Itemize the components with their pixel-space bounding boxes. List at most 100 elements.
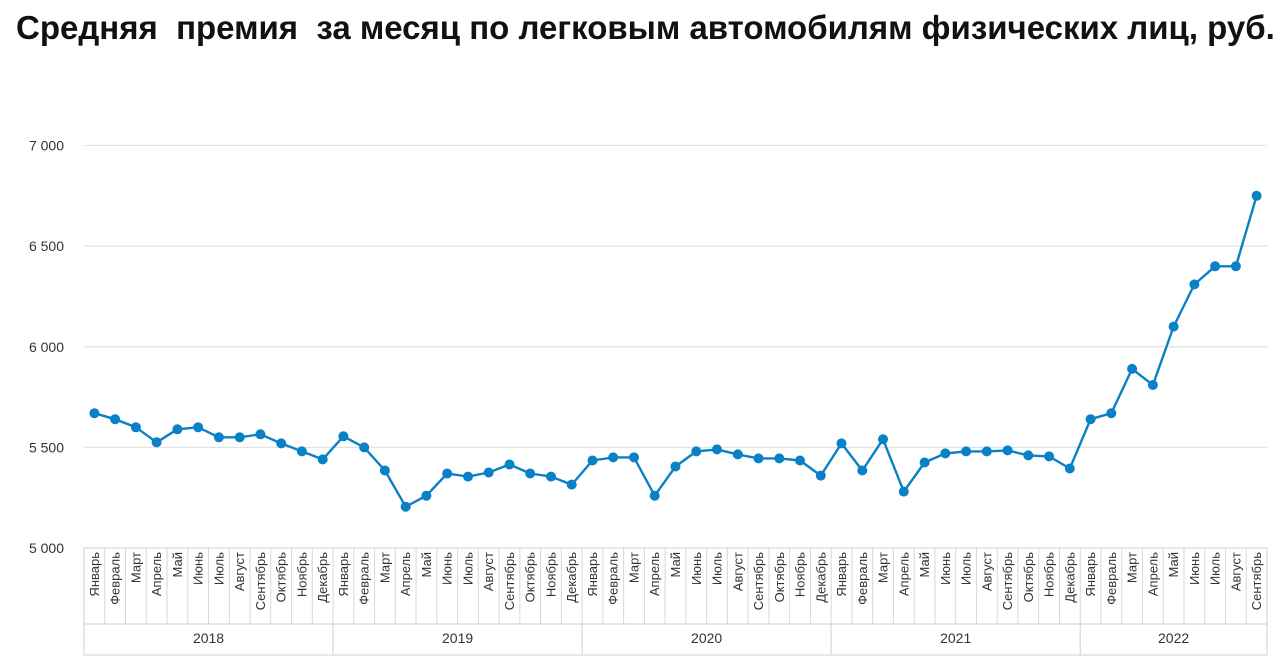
data-point-marker[interactable] [151, 437, 162, 448]
data-point-marker[interactable] [836, 438, 847, 449]
y-tick-label: 6 500 [29, 238, 64, 254]
data-point-marker[interactable] [338, 431, 349, 442]
data-point-marker[interactable] [525, 468, 536, 479]
data-point-marker[interactable] [898, 486, 909, 497]
data-point-marker[interactable] [172, 424, 183, 435]
x-month-label: Октябрь [1021, 552, 1036, 603]
data-point-marker[interactable] [961, 446, 972, 457]
data-point-marker[interactable] [421, 490, 432, 501]
data-point-marker[interactable] [857, 465, 868, 476]
x-month-label: Июль [460, 552, 475, 585]
x-month-label: Июль [959, 552, 974, 585]
y-tick-label: 6 000 [29, 339, 64, 355]
data-point-marker[interactable] [940, 448, 951, 459]
x-month-label: Май [668, 552, 683, 577]
data-point-marker[interactable] [1064, 463, 1075, 474]
x-month-label: Июль [211, 552, 226, 585]
data-point-marker[interactable] [400, 501, 411, 512]
x-month-label: Май [419, 552, 434, 577]
gridlines [84, 144, 1267, 448]
data-point-marker[interactable] [1251, 190, 1262, 201]
data-point-marker[interactable] [919, 457, 930, 468]
data-point-marker[interactable] [629, 452, 639, 463]
x-month-label: Ноябрь [294, 552, 309, 597]
data-point-marker[interactable] [774, 453, 785, 464]
data-point-marker[interactable] [753, 453, 764, 464]
data-point-marker[interactable] [878, 434, 888, 445]
data-point-marker[interactable] [1127, 363, 1138, 374]
data-point-marker[interactable] [296, 446, 307, 457]
data-point-marker[interactable] [110, 414, 121, 425]
data-point-marker[interactable] [234, 432, 245, 443]
x-month-label: Август [979, 552, 994, 591]
x-year-label: 2018 [193, 630, 224, 646]
data-point-marker[interactable] [1210, 261, 1221, 272]
data-point-marker[interactable] [712, 444, 722, 455]
data-point-marker[interactable] [981, 446, 992, 457]
data-point-marker[interactable] [504, 459, 515, 470]
data-point-marker[interactable] [546, 471, 556, 482]
data-point-marker[interactable] [587, 455, 598, 466]
data-point-marker[interactable] [359, 442, 370, 453]
data-point-marker[interactable] [670, 461, 681, 472]
y-tick-label: 7 000 [29, 138, 64, 154]
x-month-label: Февраль [855, 552, 870, 605]
data-point-marker[interactable] [1085, 414, 1096, 425]
x-year-label: 2021 [940, 630, 971, 646]
data-point-marker[interactable] [442, 468, 453, 479]
x-month-label: Январь [834, 552, 849, 597]
data-point-marker[interactable] [795, 455, 805, 466]
data-point-marker[interactable] [213, 432, 224, 443]
axis-table-border [83, 547, 1268, 656]
data-point-marker[interactable] [1023, 450, 1034, 461]
x-month-label: Июнь [191, 552, 206, 585]
x-year-label: 2022 [1158, 630, 1189, 646]
data-point-marker[interactable] [732, 449, 743, 460]
x-month-label: Январь [585, 552, 600, 597]
data-point-marker[interactable] [608, 452, 619, 463]
x-month-label: Март [128, 552, 143, 583]
data-point-marker[interactable] [89, 408, 100, 419]
x-month-label: Май [170, 552, 185, 577]
x-month-label: Июль [710, 552, 725, 585]
data-point-marker[interactable] [1189, 279, 1200, 290]
x-month-label: Апрель [1145, 552, 1160, 596]
x-month-label: Январь [87, 552, 102, 597]
x-month-label: Март [1125, 552, 1140, 583]
data-point-marker[interactable] [649, 490, 660, 501]
data-point-marker[interactable] [815, 470, 826, 481]
chart-title: Средняя премия за месяц по легковым авто… [16, 9, 1275, 46]
x-month-label: Ноябрь [1042, 552, 1057, 597]
x-month-label: Март [626, 552, 641, 583]
data-point-marker[interactable] [317, 454, 328, 465]
data-point-marker[interactable] [1230, 261, 1241, 272]
x-month-label: Октябрь [523, 552, 538, 603]
x-month-label: Июнь [689, 552, 704, 585]
data-point-marker[interactable] [1147, 380, 1158, 390]
data-point-marker[interactable] [1044, 451, 1055, 462]
x-year-label: 2019 [442, 630, 473, 646]
x-month-label: Март [876, 552, 891, 583]
data-point-marker[interactable] [566, 479, 577, 490]
data-point-marker[interactable] [276, 438, 287, 449]
data-point-marker[interactable] [130, 422, 141, 433]
y-tick-label: 5 000 [29, 540, 64, 556]
x-month-label: Июнь [938, 552, 953, 585]
x-month-label: Ноябрь [543, 552, 558, 597]
x-month-label: Май [1166, 552, 1181, 577]
data-point-marker[interactable] [691, 446, 702, 457]
x-month-label: Апрель [398, 552, 413, 596]
data-point-marker[interactable] [193, 422, 204, 433]
data-point-marker[interactable] [255, 429, 266, 440]
x-month-label: Ноябрь [793, 552, 808, 597]
data-point-marker[interactable] [1168, 321, 1179, 332]
data-point-marker[interactable] [463, 471, 473, 482]
data-point-marker[interactable] [1106, 408, 1117, 419]
x-month-label: Март [377, 552, 392, 583]
x-month-label: Январь [1083, 552, 1098, 597]
x-month-label: Сентябрь [751, 552, 766, 610]
data-point-marker[interactable] [1002, 445, 1013, 456]
data-point-marker[interactable] [379, 465, 390, 476]
data-point-marker[interactable] [483, 467, 494, 478]
